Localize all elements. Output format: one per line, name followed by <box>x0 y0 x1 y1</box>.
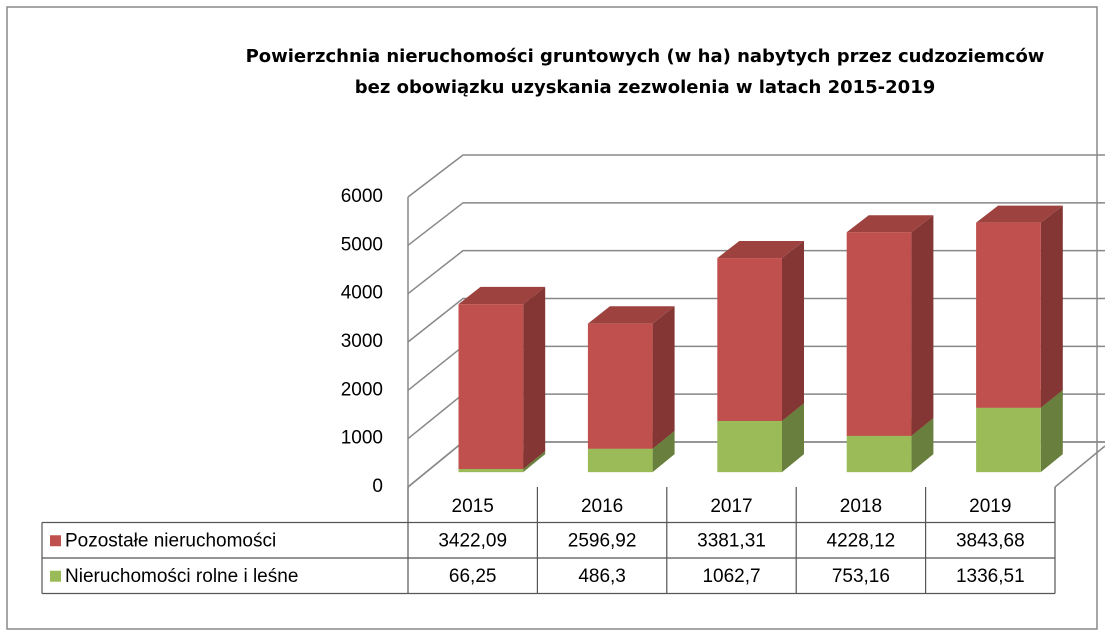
chart-title: bez obowiązku uzyskania zezwolenia w lat… <box>355 77 936 98</box>
bar-front <box>846 232 912 436</box>
value-label: 1062,7 <box>702 566 760 587</box>
legend-label: Nieruchomości rolne i leśne <box>65 566 298 587</box>
grid-line <box>407 202 1105 246</box>
bar-side <box>1040 390 1063 473</box>
bar-front <box>458 468 524 473</box>
value-label: 1336,51 <box>956 566 1025 587</box>
grid-line <box>407 154 1105 198</box>
x-tick-label: 2017 <box>710 496 752 517</box>
bar-segment <box>458 286 546 469</box>
bar-segment <box>976 205 1063 408</box>
bar-front <box>976 407 1041 473</box>
x-tick-label: 2018 <box>840 496 882 517</box>
legend-marker <box>50 570 61 582</box>
value-label: 753,16 <box>832 566 890 587</box>
bar-top <box>717 240 804 259</box>
bar-front <box>587 323 653 449</box>
bar-side <box>1040 205 1063 408</box>
value-label: 486,3 <box>578 566 626 587</box>
bar-side <box>523 450 546 473</box>
bar-side <box>782 403 804 473</box>
bar-segment <box>717 240 804 421</box>
bar-front <box>976 222 1041 408</box>
y-tick-label: 0 <box>372 476 383 497</box>
x-tick-label: 2015 <box>452 496 494 517</box>
legend-label: Pozostałe nieruchomości <box>65 530 276 551</box>
bar-top <box>846 215 934 233</box>
bar-top <box>587 306 675 324</box>
bar-front <box>717 420 782 473</box>
x-tick-label: 2019 <box>969 496 1011 517</box>
value-label: 3381,31 <box>697 530 766 551</box>
bar-side <box>911 215 934 436</box>
bar-segment <box>976 390 1063 473</box>
bar-front <box>587 448 653 473</box>
x-tick-label: 2016 <box>581 496 623 517</box>
bar-front <box>717 258 782 421</box>
legend-marker <box>50 535 61 547</box>
bar-front <box>846 435 912 473</box>
value-label: 3422,09 <box>438 530 507 551</box>
floor-edge <box>1054 445 1105 488</box>
chart-title: Powierzchnia nieruchomości gruntowych (w… <box>246 46 1045 67</box>
bar-side <box>911 418 934 473</box>
y-tick-label: 3000 <box>341 331 383 352</box>
value-label: 2596,92 <box>568 530 637 551</box>
bar-front <box>458 304 524 469</box>
bar-top <box>976 205 1063 223</box>
bar-segment <box>846 215 934 436</box>
bar-side <box>523 286 546 469</box>
y-tick-label: 1000 <box>341 428 383 449</box>
y-tick-label: 6000 <box>341 186 383 207</box>
value-label: 66,25 <box>449 566 497 587</box>
y-tick-label: 2000 <box>341 379 383 400</box>
bar-side <box>652 306 675 449</box>
bar-side <box>782 240 804 421</box>
bar-top <box>458 286 546 305</box>
bar-side <box>652 430 675 473</box>
y-tick-label: 4000 <box>341 283 383 304</box>
bar-segment <box>587 306 675 449</box>
y-tick-label: 5000 <box>341 234 383 255</box>
value-label: 4228,12 <box>827 530 896 551</box>
value-label: 3843,68 <box>956 530 1025 551</box>
